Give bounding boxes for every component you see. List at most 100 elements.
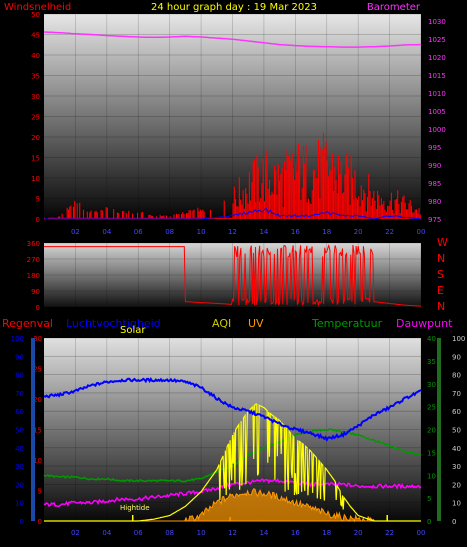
direction-compass-label: N [437, 252, 445, 265]
wind-bar [197, 207, 199, 219]
wind-bar [209, 209, 211, 219]
solar-tick-label: 70 [452, 390, 461, 398]
panel-2-series [44, 243, 421, 307]
wind-bar [149, 214, 151, 219]
direction-tick-label: 270 [27, 256, 40, 264]
wind-bar [336, 193, 338, 219]
wind-bar [350, 154, 352, 219]
wind-bar [129, 217, 131, 219]
panel-2-plot-area [44, 243, 421, 307]
legend-label: Luchtvochtigheid [66, 317, 161, 330]
wind-bar [392, 209, 394, 219]
direction-compass-label: N [437, 300, 445, 313]
barometer-tick-label: 1025 [428, 36, 446, 44]
humidity-tick-label: 20 [33, 396, 42, 404]
wind-bar [81, 217, 83, 219]
wind-bar [241, 204, 243, 219]
wind-bar [364, 193, 366, 219]
wind-bar [216, 217, 218, 219]
wind-bar [387, 205, 389, 219]
wind-bar [198, 211, 200, 219]
wind-tick-label: 20 [31, 134, 40, 142]
wind-bar [413, 212, 415, 219]
panel-1-grid [44, 13, 422, 220]
wind-bar [417, 213, 419, 219]
wind-bar [306, 202, 308, 219]
wind-bar [169, 216, 171, 219]
wind-bar [368, 174, 370, 219]
dewpoint-line [43, 478, 422, 508]
wind-bar [173, 214, 175, 219]
wind-bar [229, 217, 232, 219]
wind-bar [128, 210, 130, 219]
wind-bar [232, 203, 234, 219]
wind-bar [158, 217, 160, 219]
wind-bar [314, 169, 316, 219]
wind-bar [66, 207, 68, 219]
wind-bar [52, 217, 54, 219]
wind-bar [100, 210, 102, 219]
panel-3-series: Hightide [43, 376, 422, 523]
wind-bar [369, 191, 371, 219]
wind-bar [183, 214, 185, 219]
barometer-tick-label: 1020 [428, 54, 446, 62]
wind-bar [150, 215, 152, 219]
wind-bar [177, 214, 179, 219]
wind-bar [108, 217, 110, 219]
wind-bar [331, 153, 333, 219]
hightide-marker [131, 515, 134, 521]
wind-bar [153, 217, 155, 219]
legend-label: UV [248, 317, 264, 330]
wind-bar [297, 143, 299, 219]
wind-bar [309, 202, 311, 219]
wind-bar [223, 200, 225, 219]
wind-bar [159, 215, 161, 219]
wind-bar [390, 192, 392, 219]
wind-bar [143, 217, 145, 219]
wind-bar [395, 198, 397, 219]
temperature-tick-label: 35 [427, 358, 436, 366]
wind-bar [324, 146, 326, 219]
wind-bar [140, 212, 142, 219]
wind-bar [111, 217, 113, 219]
legend-label: AQI [212, 317, 231, 330]
wind-bar [276, 194, 278, 219]
wind-bar [179, 217, 181, 219]
humidity-tick-label: 15 [33, 427, 42, 435]
wind-bar [187, 213, 189, 219]
wind-bar [174, 217, 176, 219]
wind-bar [191, 217, 193, 219]
wind-tick-label: 5 [36, 196, 40, 204]
panel-1-tick-labels: 0510152025303540455097598098599099510001… [31, 11, 446, 236]
barometer-tick-label: 995 [428, 144, 441, 152]
wind-bar [304, 163, 306, 219]
wind-bar [152, 215, 154, 219]
wind-bar [370, 205, 372, 219]
barometer-tick-label: 990 [428, 162, 441, 170]
wind-tick-label: 0 [36, 216, 40, 224]
wind-bar [317, 140, 320, 219]
wind-bar [196, 217, 198, 219]
wind-bar [167, 217, 169, 219]
wind-bar [201, 210, 203, 219]
wind-bar [291, 153, 293, 219]
wind-bar [348, 167, 350, 219]
wind-bar [289, 156, 291, 219]
wind-bar [358, 196, 360, 219]
wind-bar [328, 176, 330, 219]
wind-bar [414, 209, 416, 219]
wind-bar [400, 201, 402, 219]
wind-bar [384, 209, 386, 219]
wind-bar [312, 170, 315, 219]
x-tick-label: 10 [197, 228, 206, 236]
humidity-tick-label: 10 [33, 457, 42, 465]
wind-bar [345, 153, 347, 219]
wind-bar [165, 215, 167, 219]
wind-bar [397, 190, 399, 219]
solar-tick-label: 10 [452, 500, 461, 508]
panel-1-plot-area [44, 14, 421, 219]
solar-tick-label: 100 [452, 335, 465, 343]
wind-bar [409, 200, 411, 219]
wind-bar [235, 199, 237, 219]
wind-bar [333, 191, 335, 219]
